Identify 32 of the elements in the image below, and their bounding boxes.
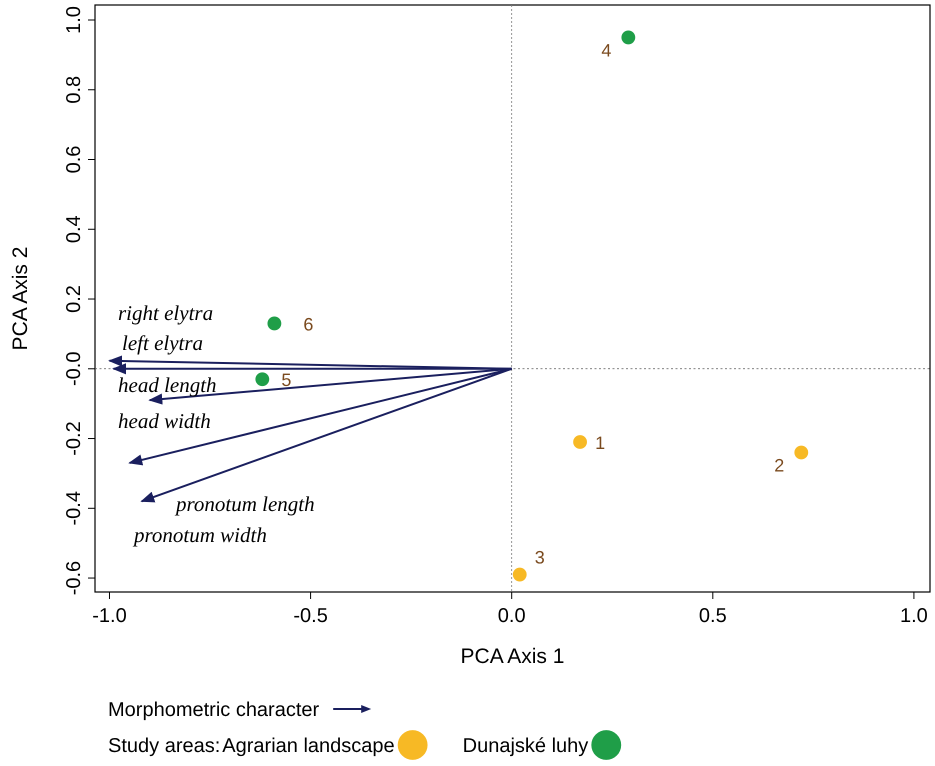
x-axis-title: PCA Axis 1: [460, 645, 564, 668]
annotation: right elytra: [118, 301, 214, 325]
text: Morphometric character: [108, 699, 320, 721]
annotation: 1: [595, 433, 606, 454]
annotation: 6: [303, 314, 314, 334]
y-tick-label: 0.6: [63, 146, 85, 174]
y-axis-title: PCA Axis 2: [9, 246, 32, 350]
y-tick-label: -0.6: [63, 560, 85, 596]
x-tick-label: 0.0: [498, 605, 526, 627]
annotation: 5: [281, 370, 292, 390]
y-tick-label: -0.0: [63, 352, 85, 386]
y-tick-label: -0.2: [63, 421, 85, 456]
x-tick-label: -0.5: [293, 605, 328, 627]
y-tick-label: -0.4: [63, 491, 85, 526]
y-tick-label: 0.4: [63, 215, 85, 244]
annotation: pronotum length: [174, 492, 315, 516]
annotation: 3: [534, 548, 545, 568]
annotation: head length: [118, 373, 217, 397]
legend-label: Dunajské luhy: [462, 735, 588, 757]
annotation: left elytra: [122, 331, 204, 355]
annotation: 2: [774, 455, 784, 476]
annotation: 4: [601, 40, 612, 60]
y-tick-label: 0.2: [63, 285, 85, 313]
x-tick-label: -1.0: [92, 605, 127, 627]
annotation: pronotum width: [132, 523, 267, 547]
legend-title: Study areas:: [108, 735, 220, 757]
y-tick-label: 1.0: [63, 6, 85, 34]
x-tick-label: 1.0: [900, 605, 928, 627]
x-tick-label: 0.5: [698, 605, 727, 627]
legend-label: Agrarian landscape: [222, 735, 395, 757]
annotation: head width: [118, 409, 211, 433]
y-tick-label: 0.8: [63, 76, 85, 104]
